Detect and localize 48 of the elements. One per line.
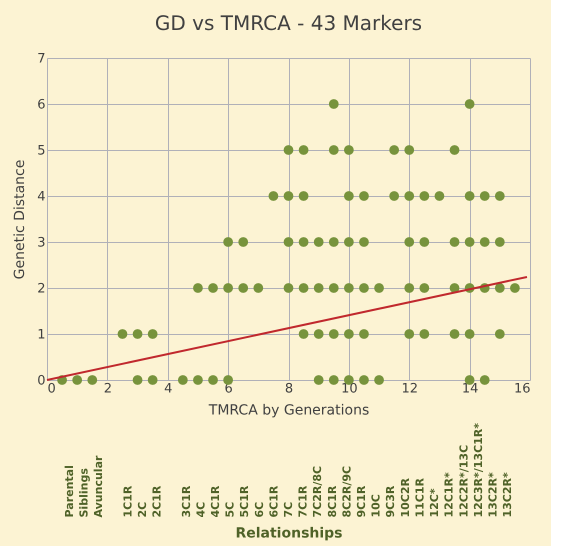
y-tick-label: 5 <box>37 144 46 158</box>
category-label: 1C1R <box>121 485 134 518</box>
y-tick-label: 3 <box>37 236 46 250</box>
category-label: 12C3R*/13C1R* <box>472 422 485 518</box>
y-tick-label: 4 <box>37 190 46 204</box>
category-label: 6C <box>252 502 266 518</box>
category-label: 12C2R*/13C <box>457 444 470 518</box>
x-tick-label: 14 <box>462 382 478 396</box>
x-axis-title: TMRCA by Generations <box>208 402 370 418</box>
category-label: Siblings <box>78 468 91 518</box>
y-tick-label: 7 <box>37 52 46 66</box>
y-tick-label: 6 <box>37 98 46 112</box>
y-tick-label: 2 <box>37 282 46 296</box>
category-label: 4C1R <box>208 485 222 518</box>
category-label: 9C3R <box>384 485 398 518</box>
category-label: 5C <box>224 502 237 518</box>
category-label: 13C2R* <box>486 472 500 518</box>
x-tick-label: 4 <box>164 382 172 396</box>
category-label: 12C1R* <box>442 472 456 518</box>
category-label: 13C2R* <box>501 472 514 518</box>
category-label: 8C1R <box>326 485 339 518</box>
category-label: 3C1R <box>180 485 193 518</box>
category-label: 10C <box>370 494 383 518</box>
text: Relationships <box>235 526 343 542</box>
chart-title: GD vs TMRCA - 43 Markers <box>154 11 422 35</box>
x-tick-label: 2 <box>104 382 112 396</box>
y-axis-title: Genetic Distance <box>12 160 28 280</box>
category-label: 9C1R <box>355 485 368 518</box>
category-label: 7C1R <box>296 485 310 518</box>
x-tick-label: 8 <box>284 382 294 396</box>
category-label: 8C2R/9C <box>340 466 354 518</box>
category-label: Avuncular <box>92 455 106 518</box>
category-label: 4C <box>194 502 208 518</box>
category-label: 11C1R <box>413 477 426 518</box>
x-tick-label: 0 <box>48 382 56 396</box>
x-tick-label: 10 <box>341 382 358 396</box>
category-label: Parental <box>62 465 76 518</box>
category-label: 5C1R <box>238 485 252 518</box>
category-label: 12C* <box>428 488 442 518</box>
category-label: 10C2R <box>398 477 412 518</box>
x-tick-label: 16 <box>514 382 530 396</box>
y-tick-label: 1 <box>37 328 46 342</box>
category-label: 6C1R <box>267 485 280 518</box>
category-label: 2C1R <box>150 485 164 518</box>
category-label: 2C <box>136 502 149 518</box>
category-label: 7C <box>282 502 295 518</box>
category-label: 7C2R/8C <box>311 466 324 518</box>
x-tick-label: 12 <box>401 382 418 396</box>
